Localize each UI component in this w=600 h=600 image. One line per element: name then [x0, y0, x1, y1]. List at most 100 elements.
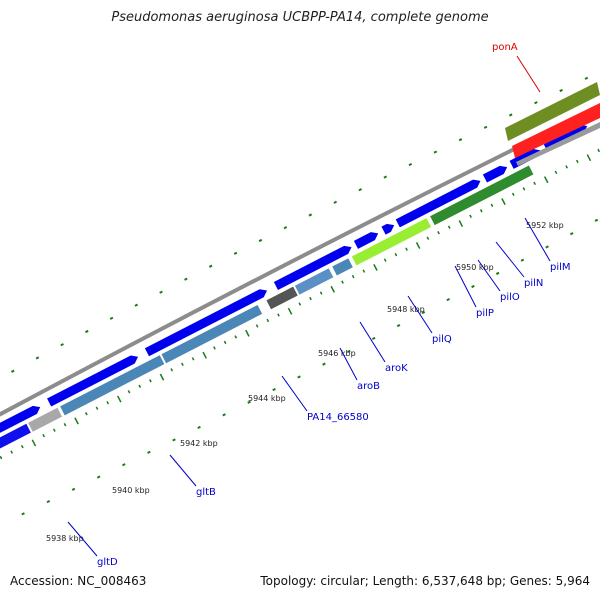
scale-dot	[446, 297, 450, 302]
scale-dot	[358, 188, 363, 192]
gene-label: pilN	[524, 278, 543, 289]
scale-dot	[60, 343, 64, 347]
scale-tick	[63, 423, 67, 427]
scale-dot	[534, 101, 538, 105]
scale-dot	[134, 303, 139, 307]
scale-tick	[149, 379, 152, 383]
scale-dot	[71, 487, 76, 491]
scale-tick	[522, 187, 526, 191]
gene-label: PA14_66580	[307, 412, 369, 423]
scale-tick	[447, 225, 451, 229]
scale-tick	[298, 302, 302, 306]
scale-dot	[11, 369, 15, 373]
scale-dot	[159, 290, 163, 294]
scale-tick	[511, 192, 515, 197]
scale-tick	[245, 329, 250, 337]
scale-dot	[233, 251, 238, 255]
forward-gene-arrow	[353, 232, 379, 249]
scale-label: 5946 kbp	[318, 349, 356, 358]
gene-label-leader	[359, 321, 386, 363]
scale-tick	[394, 252, 398, 257]
gene-label-leader	[281, 375, 308, 412]
pona-gene-red	[512, 103, 600, 158]
scale-tick	[277, 313, 280, 317]
map-title: Pseudomonas aeruginosa UCBPP-PA14, compl…	[111, 10, 489, 25]
scale-tick	[373, 263, 378, 271]
scale-dot	[122, 463, 126, 467]
scale-label: 5942 kbp	[180, 439, 218, 448]
scale-dot	[421, 311, 426, 315]
scale-dot	[396, 323, 401, 328]
scale-tick	[426, 236, 430, 240]
scale-tick	[575, 159, 579, 164]
gene-label: aroK	[385, 363, 408, 374]
reverse-gene-block	[351, 218, 432, 266]
scale-tick	[469, 214, 472, 218]
reverse-gene-block	[0, 423, 31, 451]
scale-tick	[501, 198, 506, 206]
scale-tick	[10, 450, 14, 454]
scale-tick	[319, 291, 323, 295]
scale-tick	[383, 258, 387, 262]
scale-tick	[330, 285, 336, 293]
scale-label: 5948 kbp	[387, 305, 425, 314]
forward-gene-arrow	[381, 223, 395, 235]
scale-dot	[247, 400, 251, 404]
scale-dot	[433, 150, 438, 154]
accession-label: Accession: NC_008463	[10, 574, 147, 588]
gene-label: gltB	[196, 487, 216, 498]
gene-label-leader	[477, 259, 501, 292]
scale-tick	[415, 242, 421, 249]
scale-dot	[109, 316, 114, 320]
scale-dot	[85, 329, 89, 334]
scale-tick	[565, 165, 568, 169]
scale-tick	[159, 373, 165, 381]
scale-dot	[569, 232, 574, 236]
scale-tick	[223, 340, 227, 345]
scale-tick	[554, 170, 558, 175]
scale-tick	[266, 318, 270, 323]
scale-tick	[597, 148, 600, 153]
scale-tick	[138, 384, 142, 388]
scale-dot	[333, 200, 338, 204]
scale-dot	[408, 162, 413, 167]
forward-gene-arrow	[395, 179, 481, 228]
forward-gene-arrow	[273, 245, 352, 290]
scale-dot	[559, 88, 563, 93]
gene-label: gltD	[97, 557, 118, 568]
scale-tick	[405, 247, 408, 251]
reverse-gene-block	[60, 355, 165, 416]
scale-dot	[322, 362, 326, 366]
scale-dot	[21, 512, 25, 516]
scale-dot	[308, 213, 313, 217]
gene-label: pilM	[550, 262, 571, 273]
scale-dot	[172, 438, 176, 442]
scale-dot	[508, 113, 513, 117]
reverse-gene-block	[28, 407, 63, 432]
scale-tick	[52, 428, 56, 432]
scale-dot	[283, 226, 288, 230]
reverse-gene-block	[430, 165, 534, 226]
gene-label-leader	[516, 55, 541, 93]
scale-tick	[85, 412, 88, 416]
scale-tick	[437, 231, 440, 235]
reverse-gene-block	[332, 258, 353, 276]
scale-label: 5944 kbp	[248, 394, 286, 403]
scale-tick	[309, 296, 312, 301]
forward-gene-arrow	[47, 355, 139, 407]
scale-dot	[483, 125, 488, 129]
scale-tick	[458, 220, 464, 227]
scale-dot	[258, 238, 263, 243]
scale-tick	[170, 368, 174, 372]
scale-tick	[106, 401, 110, 405]
scale-tick	[490, 203, 494, 207]
gene-label-leader	[169, 454, 197, 487]
scale-tick	[287, 307, 293, 315]
gene-label-leader	[524, 217, 551, 262]
scale-dot	[184, 277, 188, 281]
gene-label: ponA	[492, 42, 518, 53]
scale-dot	[458, 138, 463, 142]
reverse-gene-block	[294, 268, 334, 295]
scale-tick	[202, 351, 207, 359]
